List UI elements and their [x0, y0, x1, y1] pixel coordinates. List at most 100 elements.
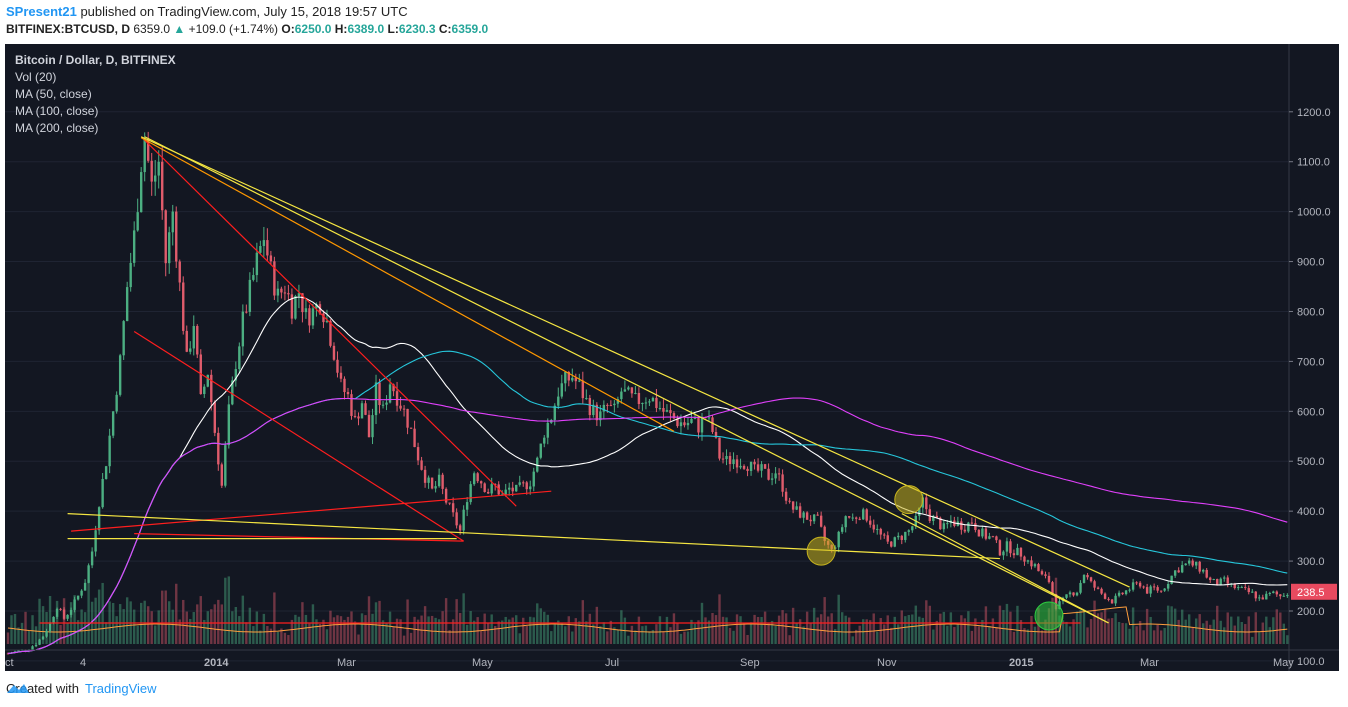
- price-chart[interactable]: 100.0 200.0 300.0 400.0 500.0 600.0 700.0 800.0…: [5, 44, 1339, 671]
- volume-bar: [48, 595, 52, 644]
- volume-bar: [746, 634, 749, 644]
- price-axis[interactable]: 100.0 200.0 300.0 400.0 500.0 600.0 700.0 800.0…: [1288, 44, 1339, 671]
- volume-bar: [231, 611, 234, 644]
- candle-body: [402, 408, 406, 410]
- low-value: 6230.3: [398, 22, 436, 36]
- candle-body: [784, 491, 788, 501]
- volume-bar: [872, 613, 875, 644]
- volume-bar: [1275, 609, 1279, 644]
- volume-bar: [777, 615, 781, 644]
- volume-bar: [984, 606, 988, 644]
- candle-body: [192, 326, 195, 349]
- candle-body: [946, 523, 949, 525]
- candle-body: [518, 482, 521, 485]
- candle-body: [805, 512, 809, 520]
- volume-bar: [280, 628, 283, 644]
- volume-bar: [1251, 636, 1254, 644]
- open-value: 6250.0: [294, 22, 332, 36]
- volume-bar: [234, 606, 238, 644]
- candle-body: [38, 639, 41, 645]
- volume-bar: [1145, 608, 1149, 644]
- candle-body: [984, 528, 988, 539]
- candle-body: [686, 422, 690, 426]
- volume-bar: [441, 611, 444, 644]
- legend-ma100[interactable]: MA (100, close): [15, 104, 99, 118]
- tradingview-link[interactable]: TradingView: [84, 681, 157, 696]
- candle-body: [1103, 593, 1107, 599]
- volume-bar: [1202, 623, 1205, 644]
- candle-body: [585, 398, 588, 400]
- candle-body: [774, 473, 777, 479]
- candle-body: [602, 404, 606, 412]
- candle-body: [1005, 541, 1009, 552]
- volume-bar: [693, 623, 697, 644]
- candle-body: [458, 525, 462, 531]
- time-axis[interactable]: ct 4 2014 Mar May Jul Sep Nov 2015 Mar May: [5, 649, 1339, 669]
- volume-bar: [458, 613, 462, 644]
- volume-bar: [795, 622, 798, 644]
- volume-bar: [1012, 631, 1016, 644]
- candle-body: [118, 355, 122, 395]
- volume-bar: [529, 616, 532, 644]
- candle-body: [1226, 577, 1229, 584]
- candle-body: [756, 464, 760, 471]
- volume-bar: [609, 620, 613, 644]
- candle-body: [1191, 560, 1194, 566]
- highlight-circle: [894, 485, 924, 515]
- candle-body: [48, 622, 52, 631]
- volume-bar: [1033, 626, 1037, 644]
- candle-body: [1075, 592, 1079, 596]
- candle-body: [1170, 575, 1173, 584]
- volume-bar: [676, 622, 679, 644]
- symbol-label: BITFINEX:BTCUSD, D: [6, 22, 130, 36]
- volume-bar: [620, 610, 623, 644]
- candle-body: [1166, 583, 1170, 589]
- candle-body: [578, 380, 581, 382]
- volume-bar: [1159, 630, 1163, 644]
- volume-bar: [844, 615, 847, 644]
- volume-bar: [805, 611, 809, 644]
- candle-body: [1026, 560, 1030, 562]
- volume-bar: [1156, 624, 1159, 644]
- price-tick-label: 300.0: [1297, 556, 1325, 568]
- chart-area[interactable]: 100.0 200.0 300.0 400.0 500.0 600.0 700.0 800.0…: [5, 44, 1339, 671]
- candle-body: [1251, 591, 1254, 593]
- legend-ma200[interactable]: MA (200, close): [15, 121, 99, 135]
- time-tick-label: ct: [5, 657, 14, 669]
- volume-bar: [995, 627, 998, 644]
- candle-body: [164, 210, 167, 264]
- candle-body: [1124, 590, 1128, 595]
- volume-bar: [739, 616, 742, 644]
- volume-bar: [388, 611, 392, 644]
- highlight-circles[interactable]: [806, 485, 1064, 631]
- candle-body: [136, 212, 139, 231]
- candle-body: [34, 644, 38, 647]
- author-link[interactable]: SPresent21: [6, 4, 77, 19]
- candle-body: [539, 443, 542, 458]
- legend-ma50[interactable]: MA (50, close): [15, 87, 92, 101]
- volume-bar: [27, 630, 31, 644]
- volume-bar: [581, 600, 585, 644]
- candle-body: [1233, 583, 1236, 589]
- candle-body: [1047, 575, 1051, 583]
- candle-body: [1023, 556, 1026, 562]
- volume-bar: [634, 630, 637, 644]
- candle-body: [465, 502, 469, 510]
- volume-bar: [462, 593, 465, 644]
- candle-body: [41, 636, 45, 640]
- trend-lines[interactable]: [39, 136, 1130, 624]
- red-trend-line: [140, 136, 517, 507]
- candle-body: [1209, 577, 1212, 581]
- volume-bar: [960, 615, 963, 644]
- volume-bar: [493, 625, 497, 644]
- legend-vol[interactable]: Vol (20): [15, 70, 57, 84]
- volume-bar: [826, 616, 830, 644]
- volume-bar: [297, 616, 301, 644]
- publish-line: SPresent21 published on TradingView.com,…: [6, 4, 408, 19]
- candle-body: [31, 646, 34, 650]
- volume-bar: [662, 631, 665, 644]
- candle-body: [904, 531, 907, 540]
- volume-bar: [532, 617, 535, 644]
- candle-body: [420, 460, 423, 470]
- volume-bar: [651, 629, 655, 644]
